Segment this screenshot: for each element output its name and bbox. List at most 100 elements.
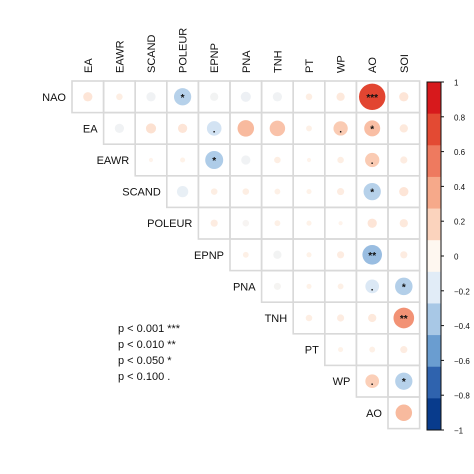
significance-mark: . — [371, 377, 374, 388]
column-label: SOI — [399, 54, 411, 73]
correlation-circle — [176, 185, 189, 198]
colorbar-segment — [427, 366, 441, 399]
correlation-circle — [305, 93, 313, 101]
correlation-circle — [365, 279, 380, 294]
row-label: POLEUR — [147, 218, 192, 230]
correlation-circle — [173, 88, 192, 106]
row-label: TNH — [265, 313, 288, 325]
significance-mark: * — [212, 156, 216, 167]
correlation-circle — [242, 219, 250, 227]
column-label: PT — [304, 59, 316, 73]
correlation-circle — [177, 123, 188, 134]
colorbar-segment — [427, 335, 441, 368]
significance-mark: * — [402, 282, 406, 293]
colorbar-segment — [427, 113, 441, 146]
correlation-circle — [272, 92, 283, 102]
row-label: PT — [305, 345, 319, 357]
grid-cell — [387, 396, 421, 430]
colorbar-tick-label: 0.2 — [454, 218, 466, 227]
correlation-circle — [306, 157, 312, 163]
column-label: POLEUR — [178, 28, 190, 73]
correlation-circle — [362, 245, 382, 265]
correlation-circle — [400, 156, 408, 164]
correlation-circle — [337, 188, 345, 196]
correlation-circle — [237, 120, 255, 137]
column-label: EA — [83, 58, 95, 73]
correlation-circle — [306, 220, 312, 226]
correlation-circle — [368, 313, 377, 323]
correlation-circle — [242, 251, 249, 258]
correlation-circle — [393, 307, 415, 329]
correlation-circle — [363, 182, 381, 201]
significance-mark: *** — [366, 93, 378, 104]
significance-mark: * — [402, 377, 406, 388]
significance-mark: * — [370, 188, 374, 199]
column-label: EPNP — [209, 43, 221, 73]
correlation-circle — [336, 92, 345, 101]
correlation-circle — [145, 123, 157, 134]
correlation-circle — [369, 346, 376, 353]
row-label: SCAND — [122, 187, 161, 199]
correlation-circle — [395, 277, 413, 296]
colorbar-tick-label: −0.6 — [454, 357, 470, 366]
correlation-circle — [273, 282, 281, 290]
correlation-circle — [364, 120, 381, 137]
correlation-circle — [306, 252, 312, 258]
correlation-circle — [206, 121, 222, 136]
significance-legend-3: p < 0.050 * — [118, 355, 172, 367]
significance-mark: . — [339, 124, 342, 135]
correlation-circle — [210, 219, 218, 227]
correlation-circle — [399, 219, 408, 228]
correlation-circle — [395, 372, 413, 390]
row-label: AO — [366, 408, 382, 420]
colorbar-tick-label: −0.2 — [454, 287, 470, 296]
colorbar-segment — [427, 398, 441, 431]
column-label: WP — [336, 55, 348, 73]
significance-mark: . — [213, 124, 216, 135]
colorbar-segment — [427, 145, 441, 178]
correlation-circle — [338, 221, 343, 226]
correlation-circle — [205, 150, 224, 170]
correlation-circle — [395, 404, 413, 422]
colorbar-tick-label: 0 — [454, 253, 459, 262]
significance-mark: . — [371, 282, 374, 293]
significance-legend-1: p < 0.001 *** — [118, 323, 181, 335]
correlation-circle — [242, 188, 250, 195]
row-label: EAWR — [97, 155, 130, 167]
correlation-circle — [337, 251, 345, 259]
correlation-circle — [400, 251, 408, 259]
row-label: EPNP — [194, 250, 224, 262]
correlation-circle — [399, 186, 409, 197]
correlation-circle — [338, 347, 344, 353]
correlation-circle — [114, 123, 125, 134]
correlation-circle — [273, 250, 282, 259]
correlation-circle — [274, 220, 281, 227]
correlation-circle — [306, 125, 312, 132]
column-label: TNH — [272, 50, 284, 73]
correlation-circle — [337, 314, 345, 322]
correlation-circle — [148, 157, 154, 163]
correlation-circle — [180, 157, 186, 163]
significance-mark: . — [371, 156, 374, 167]
correlation-circle — [274, 156, 281, 164]
correlation-circle — [241, 155, 251, 165]
column-label: AO — [367, 57, 379, 73]
correlation-circle — [306, 283, 312, 289]
colorbar-tick-label: −0.8 — [454, 392, 470, 401]
correlation-circle — [269, 120, 286, 137]
correlation-circle — [83, 92, 93, 102]
column-label: PNA — [241, 50, 253, 73]
colorbar-segment — [427, 208, 441, 241]
correlation-circle — [365, 374, 380, 389]
correlation-circle — [333, 121, 348, 136]
correlation-circle — [306, 189, 312, 195]
correlation-circle — [146, 92, 156, 102]
colorbar-segment — [427, 271, 441, 304]
row-label: EA — [83, 123, 98, 135]
colorbar-tick-label: 0.8 — [454, 113, 466, 122]
correlation-circle — [337, 283, 344, 290]
correlation-circle — [337, 156, 344, 164]
colorbar-segment — [427, 176, 441, 210]
correlation-circle — [399, 124, 408, 133]
